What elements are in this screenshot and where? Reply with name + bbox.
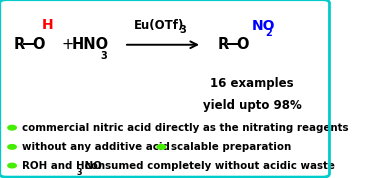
- Text: R: R: [217, 37, 229, 52]
- Text: ROH and HNO: ROH and HNO: [22, 161, 102, 171]
- Text: O: O: [33, 37, 45, 52]
- Text: 3: 3: [101, 51, 107, 61]
- Text: without any additive acid: without any additive acid: [22, 142, 170, 152]
- Text: H: H: [42, 18, 54, 32]
- Text: scalable preparation: scalable preparation: [171, 142, 291, 152]
- Text: Eu(OTf): Eu(OTf): [134, 19, 184, 32]
- Circle shape: [8, 125, 16, 130]
- Text: 16 examples: 16 examples: [211, 77, 294, 90]
- Circle shape: [8, 145, 16, 149]
- Text: +: +: [61, 37, 73, 52]
- Text: O: O: [236, 37, 249, 52]
- Text: —: —: [22, 36, 36, 51]
- Text: 2: 2: [265, 28, 272, 38]
- Text: commercial nitric acid directly as the nitrating reagents: commercial nitric acid directly as the n…: [22, 123, 348, 133]
- Text: R: R: [14, 37, 25, 52]
- Text: HNO: HNO: [72, 37, 109, 52]
- Text: NO: NO: [252, 19, 275, 33]
- Text: 3: 3: [76, 168, 82, 177]
- Circle shape: [157, 145, 166, 149]
- Text: —: —: [226, 36, 240, 51]
- Text: 3: 3: [179, 25, 186, 35]
- Circle shape: [8, 163, 16, 168]
- Text: consumed completely without acidic waste: consumed completely without acidic waste: [81, 161, 335, 171]
- Text: yield upto 98%: yield upto 98%: [203, 99, 302, 112]
